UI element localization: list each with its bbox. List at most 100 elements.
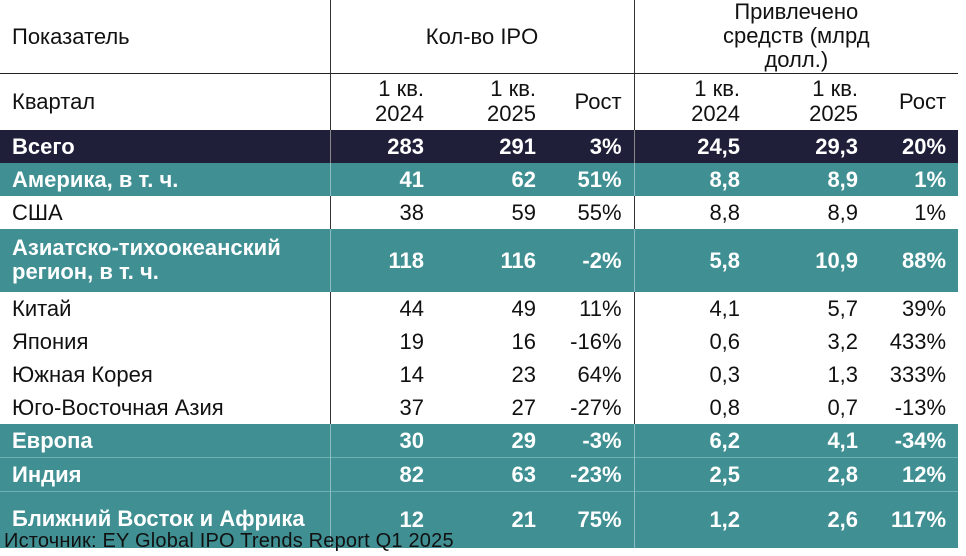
ipo-growth: 75% xyxy=(548,490,635,548)
raised-growth: 333% xyxy=(889,361,947,387)
raised-growth: 39% xyxy=(902,295,947,321)
raised-growth: 88% xyxy=(870,228,959,292)
raised-2024: 8,8 xyxy=(634,162,753,196)
raised-2025: 4,1 xyxy=(752,423,871,458)
table-row: Индия 82 63 -23% 2,5 2,8 12% xyxy=(0,456,959,492)
raised-2025: 0,7 xyxy=(827,394,859,420)
table-body: Всего 283 291 3% 24,5 29,3 20% Америка, в т. ч.… xyxy=(0,129,959,548)
table-row: Ближний Восток и Африка 12 21 75% 1,2 2,6 117% xyxy=(0,490,959,548)
raised-q1-2024-header: 1 кв. 2024 xyxy=(634,72,753,130)
raised-q1-2025-header: 1 кв. 2025 xyxy=(752,72,871,130)
ipo-count-2025: 59 xyxy=(511,199,536,225)
raised-2024: 1,2 xyxy=(634,490,753,548)
ipo-growth: -3% xyxy=(548,423,635,458)
raised-growth: -34% xyxy=(870,423,959,458)
table-row: Китай 44 49 11% 4,1 5,7 39% xyxy=(0,291,958,325)
region-name: Ближний Восток и Африка xyxy=(0,490,331,548)
table-row: Америка, в т. ч. 41 62 51% 8,8 8,9 1% xyxy=(0,162,959,196)
ipo-count-2025: 29 xyxy=(436,423,548,458)
ipo-growth: 3% xyxy=(548,129,635,163)
region-name: Южная Корея xyxy=(0,357,331,391)
table-row: Япония 19 16 -16% 0,6 3,2 433% xyxy=(0,324,958,358)
raised-2024: 0,8 xyxy=(709,394,741,420)
table-row: США 38 59 55% 8,8 8,9 1% xyxy=(0,195,958,229)
quarter-header: Квартал xyxy=(0,72,331,130)
raised-growth: 1% xyxy=(914,199,947,225)
ipo-count-2024: 38 xyxy=(399,199,424,225)
ipo-count-2025: 62 xyxy=(436,162,548,196)
region-name: Америка, в т. ч. xyxy=(0,162,331,196)
ipo-q1-2024-header: 1 кв. 2024 xyxy=(330,72,436,130)
ipo-count-2025: 23 xyxy=(511,361,536,387)
ipo-growth: 55% xyxy=(548,195,635,229)
raised-growth: 433% xyxy=(889,328,947,354)
raised-growth: 12% xyxy=(870,456,959,492)
raised-2024: 0,3 xyxy=(709,361,741,387)
ipo-count-2024: 14 xyxy=(399,361,424,387)
ipo-count-header: Кол-во IPO xyxy=(330,0,635,74)
raised-growth: 117% xyxy=(870,490,959,548)
table-row: Всего 283 291 3% 24,5 29,3 20% xyxy=(0,129,959,163)
region-name: США xyxy=(0,195,331,229)
ipo-growth: -23% xyxy=(548,456,635,492)
ipo-count-2025: 21 xyxy=(436,490,548,548)
raised-2025: 8,9 xyxy=(752,162,871,196)
ipo-count-2024: 30 xyxy=(330,423,436,458)
indicator-header: Показатель xyxy=(0,0,331,74)
raised-2025: 3,2 xyxy=(827,328,859,354)
region-name: Индия xyxy=(0,456,331,492)
raised-2024: 24,5 xyxy=(634,129,753,163)
ipo-growth: -2% xyxy=(548,228,635,292)
region-name: Азиатско-тихоокеанский регион, в т. ч. xyxy=(0,228,331,292)
ipo-count-2025: 49 xyxy=(511,295,536,321)
raised-2024: 6,2 xyxy=(634,423,753,458)
region-name: Всего xyxy=(0,129,331,163)
raised-2024: 0,6 xyxy=(709,328,741,354)
region-name: Китай xyxy=(0,291,331,325)
ipo-count-2024: 41 xyxy=(330,162,436,196)
ipo-count-2024: 44 xyxy=(399,295,424,321)
ipo-growth: 51% xyxy=(548,162,635,196)
ipo-count-2024: 19 xyxy=(399,328,424,354)
raised-growth: 1% xyxy=(870,162,959,196)
ipo-count-2024: 12 xyxy=(330,490,436,548)
ipo-q1-2025-header: 1 кв. 2025 xyxy=(436,72,548,130)
raised-growth: -13% xyxy=(894,394,947,420)
ipo-count-2025: 291 xyxy=(436,129,548,163)
table-row: Европа 30 29 -3% 6,2 4,1 -34% xyxy=(0,423,959,458)
ipo-table: Показатель Кол-во IPO Привлечено средств… xyxy=(0,0,959,548)
table-row: Южная Корея 14 23 64% 0,3 1,3 333% xyxy=(0,357,958,391)
ipo-growth-header: Рост xyxy=(548,72,635,130)
ipo-growth: -16% xyxy=(548,324,635,358)
raised-2024: 2,5 xyxy=(634,456,753,492)
ipo-growth: 64% xyxy=(548,357,635,391)
raised-2024: 4,1 xyxy=(709,295,741,321)
ipo-count-2025: 63 xyxy=(436,456,548,492)
ipo-count-2025: 116 xyxy=(436,228,548,292)
ipo-count-2025: 16 xyxy=(511,328,536,354)
region-name: Юго-Восточная Азия xyxy=(0,390,331,424)
raised-2024: 8,8 xyxy=(709,199,741,225)
table-row: Юго-Восточная Азия 37 27 -27% 0,8 0,7 -13% xyxy=(0,390,958,424)
raised-2024: 5,8 xyxy=(634,228,753,292)
raised-2025: 8,9 xyxy=(827,199,859,225)
ipo-count-2024: 82 xyxy=(330,456,436,492)
ipo-growth: 11% xyxy=(548,291,635,325)
source-note: Источник: EY Global IPO Trends Report Q1… xyxy=(4,530,454,552)
raised-2025: 2,8 xyxy=(752,456,871,492)
raised-header: Привлечено средств (млрд долл.) xyxy=(723,0,870,73)
header-row-2: Квартал 1 кв. 2024 1 кв. 2025 Рост 1 кв.… xyxy=(0,72,959,130)
table-row: Азиатско-тихоокеанский регион, в т. ч. 11… xyxy=(0,228,959,292)
raised-2025: 29,3 xyxy=(752,129,871,163)
raised-2025: 5,7 xyxy=(827,295,859,321)
raised-2025: 2,6 xyxy=(752,490,871,548)
ipo-count-2024: 283 xyxy=(330,129,436,163)
raised-2025: 1,3 xyxy=(827,361,859,387)
header-row-1: Показатель Кол-во IPO Привлечено средств… xyxy=(0,0,958,74)
raised-growth-header: Рост xyxy=(870,72,959,130)
ipo-count-2024: 118 xyxy=(330,228,436,292)
region-name: Япония xyxy=(0,324,331,358)
raised-2025: 10,9 xyxy=(752,228,871,292)
ipo-count-2024: 37 xyxy=(399,394,424,420)
